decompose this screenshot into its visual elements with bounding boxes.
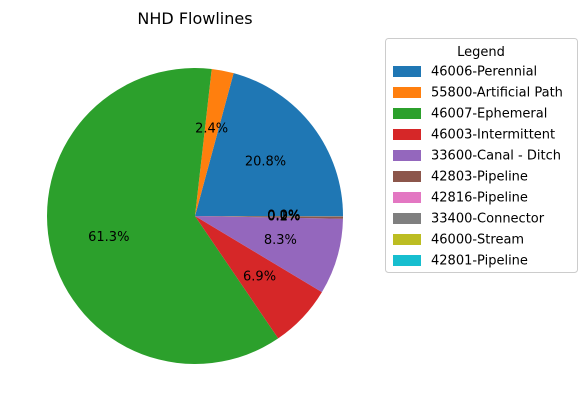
- legend-swatch-55800-artificial-path: [393, 87, 421, 98]
- pie-percent-label-33400-connector: 0.1%: [267, 209, 300, 224]
- chart-title: NHD Flowlines: [137, 9, 252, 28]
- pie-percent-label-42803-pipeline: 0.2%: [267, 210, 300, 225]
- legend-label-46007-ephemeral: 46007-Ephemeral: [431, 107, 547, 122]
- pie-slice-33400-connector: [195, 216, 343, 217]
- legend-swatch-46007-ephemeral: [393, 108, 421, 119]
- legend-swatch-46000-stream: [393, 234, 421, 245]
- legend-label-33400-connector: 33400-Connector: [431, 212, 545, 227]
- legend-swatch-46003-intermittent: [393, 129, 421, 140]
- legend-swatch-42803-pipeline: [393, 171, 421, 182]
- pie-percent-labels: 20.8%2.4%61.3%6.9%8.3%0.2%0.0%0.1%0.0%0.…: [88, 121, 300, 284]
- legend-label-46006-perennial: 46006-Perennial: [431, 65, 537, 80]
- legend-items: 46006-Perennial 55800-Artificial Path 4600…: [393, 65, 563, 269]
- legend-label-42803-pipeline: 42803-Pipeline: [431, 170, 528, 185]
- legend-swatch-42801-pipeline: [393, 255, 421, 266]
- pie-slices: [47, 68, 343, 365]
- legend-swatch-46006-perennial: [393, 66, 421, 77]
- legend-label-33600-canal-ditch: 33600-Canal - Ditch: [431, 149, 561, 164]
- legend-swatch-42816-pipeline: [393, 192, 421, 203]
- pie-percent-label-33600-canal-ditch: 8.3%: [264, 233, 297, 248]
- legend-label-46003-intermittent: 46003-Intermittent: [431, 128, 555, 143]
- legend-label-46000-stream: 46000-Stream: [431, 233, 524, 248]
- pie-percent-label-42816-pipeline: 0.0%: [267, 209, 300, 224]
- legend-swatch-33400-connector: [393, 213, 421, 224]
- legend-title: Legend: [457, 45, 505, 60]
- legend-label-42816-pipeline: 42816-Pipeline: [431, 191, 528, 206]
- legend-swatch-33600-canal-ditch: [393, 150, 421, 161]
- pie-percent-label-46007-ephemeral: 61.3%: [88, 230, 129, 245]
- pie-percent-label-46000-stream: 0.0%: [267, 209, 300, 224]
- pie-slice-46006-perennial: [195, 73, 343, 216]
- pie-percent-label-46003-intermittent: 6.9%: [243, 269, 276, 284]
- pie-slice-46003-intermittent: [195, 216, 322, 339]
- pie-slice-42803-pipeline: [195, 216, 343, 219]
- pie-percent-label-46006-perennial: 20.8%: [245, 155, 286, 170]
- legend-label-42801-pipeline: 42801-Pipeline: [431, 254, 528, 269]
- pie-slice-46007-ephemeral: [47, 68, 279, 365]
- pie-percent-label-55800-artificial-path: 2.4%: [195, 121, 228, 136]
- pie-slice-33600-canal-ditch: [195, 216, 343, 293]
- legend-box: [385, 38, 578, 273]
- legend-label-55800-artificial-path: 55800-Artificial Path: [431, 86, 563, 101]
- pie-percent-label-42801-pipeline: 0.0%: [267, 209, 300, 224]
- legend: Legend 46006-Perennial 55800-Artificial P…: [385, 38, 578, 273]
- pie-slice-55800-artificial-path: [195, 68, 234, 216]
